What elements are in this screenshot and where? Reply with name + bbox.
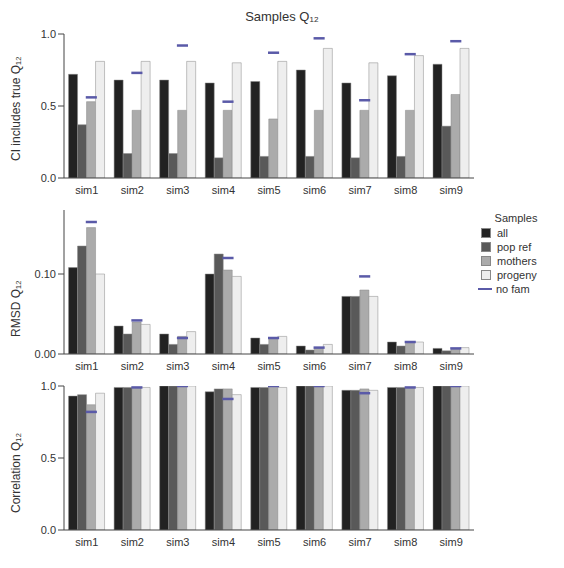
- svg-text:CI includes true Q₁₂: CI includes true Q₁₂: [9, 56, 23, 161]
- svg-text:sim9: sim9: [440, 536, 463, 548]
- html-text:progeny: progeny: [497, 269, 537, 281]
- svg-text:sim5: sim5: [257, 360, 280, 372]
- svg-text:RMSD Q₁₂: RMSD Q₁₂: [9, 280, 23, 337]
- svg-text:sim4: sim4: [212, 184, 235, 196]
- svg-text:sim7: sim7: [348, 536, 371, 548]
- svg-text:sim3: sim3: [166, 360, 189, 372]
- svg-text:sim8: sim8: [394, 536, 417, 548]
- svg-text:1.0: 1.0: [41, 28, 56, 40]
- svg-text:sim2: sim2: [121, 536, 144, 548]
- svg-text:sim9: sim9: [440, 184, 463, 196]
- svg-text:sim8: sim8: [394, 184, 417, 196]
- svg-text:sim1: sim1: [75, 184, 98, 196]
- svg-text:sim9: sim9: [440, 360, 463, 372]
- svg-text:sim6: sim6: [303, 184, 326, 196]
- svg-text:sim7: sim7: [348, 184, 371, 196]
- svg-text:sim1: sim1: [75, 360, 98, 372]
- svg-text:sim2: sim2: [121, 184, 144, 196]
- html-text:pop ref: pop ref: [497, 241, 532, 253]
- svg-text:sim1: sim1: [75, 536, 98, 548]
- svg-text:0.5: 0.5: [41, 100, 56, 112]
- svg-text:sim5: sim5: [257, 536, 280, 548]
- svg-text:sim8: sim8: [394, 360, 417, 372]
- svg-text:sim5: sim5: [257, 184, 280, 196]
- svg-text:sim3: sim3: [166, 536, 189, 548]
- svg-text:sim4: sim4: [212, 536, 235, 548]
- svg-text:0.0: 0.0: [41, 524, 56, 536]
- svg-text:0.00: 0.00: [35, 348, 56, 360]
- svg-text:sim4: sim4: [212, 360, 235, 372]
- svg-text:0.0: 0.0: [41, 172, 56, 184]
- svg-text:sim3: sim3: [166, 184, 189, 196]
- html-text:Samples: Samples: [494, 212, 538, 224]
- html-text:Samples Q₁₂: Samples Q₁₂: [245, 9, 319, 24]
- svg-text:sim2: sim2: [121, 360, 144, 372]
- svg-text:Correlation Q₁₂: Correlation Q₁₂: [9, 433, 23, 513]
- svg-text:0.10: 0.10: [35, 268, 56, 280]
- svg-text:sim6: sim6: [303, 360, 326, 372]
- html-text:all: all: [497, 227, 508, 239]
- svg-text:sim6: sim6: [303, 536, 326, 548]
- svg-text:0.5: 0.5: [41, 452, 56, 464]
- html-text:no fam: no fam: [496, 283, 530, 295]
- svg-text:sim7: sim7: [348, 360, 371, 372]
- svg-text:1.0: 1.0: [41, 380, 56, 392]
- html-text:mothers: mothers: [497, 255, 537, 267]
